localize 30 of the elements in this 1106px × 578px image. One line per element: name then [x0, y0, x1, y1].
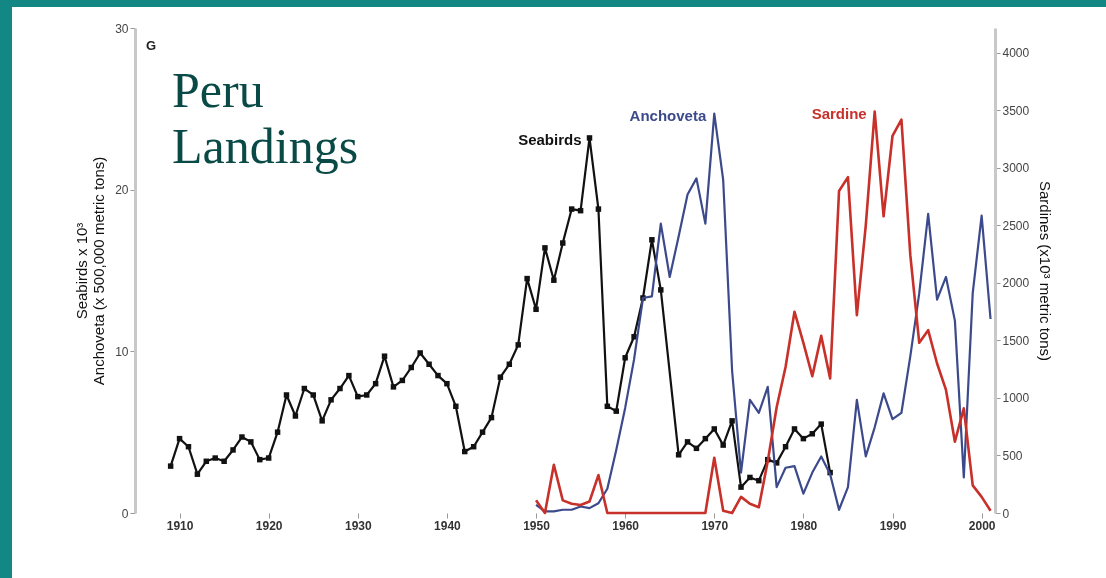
- y-tick-label: 20: [115, 183, 129, 198]
- annotation: G: [146, 38, 157, 53]
- y2-tick-label: 1500: [1002, 333, 1030, 348]
- y-axis-title: Seabirds x 10³ Anchoveta (x 500,000 metric tons): [73, 156, 108, 386]
- x-tick-label: 1970: [701, 518, 729, 533]
- x-tick-label: 1910: [166, 518, 194, 533]
- x-tick-label: 1940: [434, 518, 462, 533]
- y-tick-label: 30: [115, 21, 129, 36]
- y2-tick-label: 4000: [1002, 46, 1030, 61]
- y2-tick-label: 500: [1002, 448, 1023, 463]
- series-label: Sardine: [811, 104, 867, 122]
- x-tick-label: 1990: [879, 518, 907, 533]
- y2-tick-label: 2000: [1002, 276, 1030, 291]
- text: Peru Landings: [172, 62, 359, 174]
- y2-tick-label: 3500: [1002, 103, 1030, 118]
- x-tick-label: 1930: [344, 518, 372, 533]
- series-label: Seabirds: [518, 130, 582, 148]
- x-tick-label: 1920: [255, 518, 283, 533]
- x-tick-label: 1960: [612, 518, 640, 533]
- x-tick-label: 2000: [968, 518, 996, 533]
- y-tick-label: 10: [115, 344, 129, 359]
- x-tick-label: 1980: [790, 518, 818, 533]
- y2-tick-label: 0: [1002, 506, 1010, 521]
- y2-tick-label: 2500: [1002, 218, 1030, 233]
- y-tick-label: 0: [121, 506, 129, 521]
- series-label: Anchoveta: [629, 106, 707, 124]
- y2-axis-title: Sardines (x10³ metric tons): [1037, 180, 1055, 362]
- y2-tick-label: 3000: [1002, 161, 1030, 176]
- x-tick-label: 1950: [523, 518, 551, 533]
- y2-tick-label: 1000: [1002, 391, 1030, 406]
